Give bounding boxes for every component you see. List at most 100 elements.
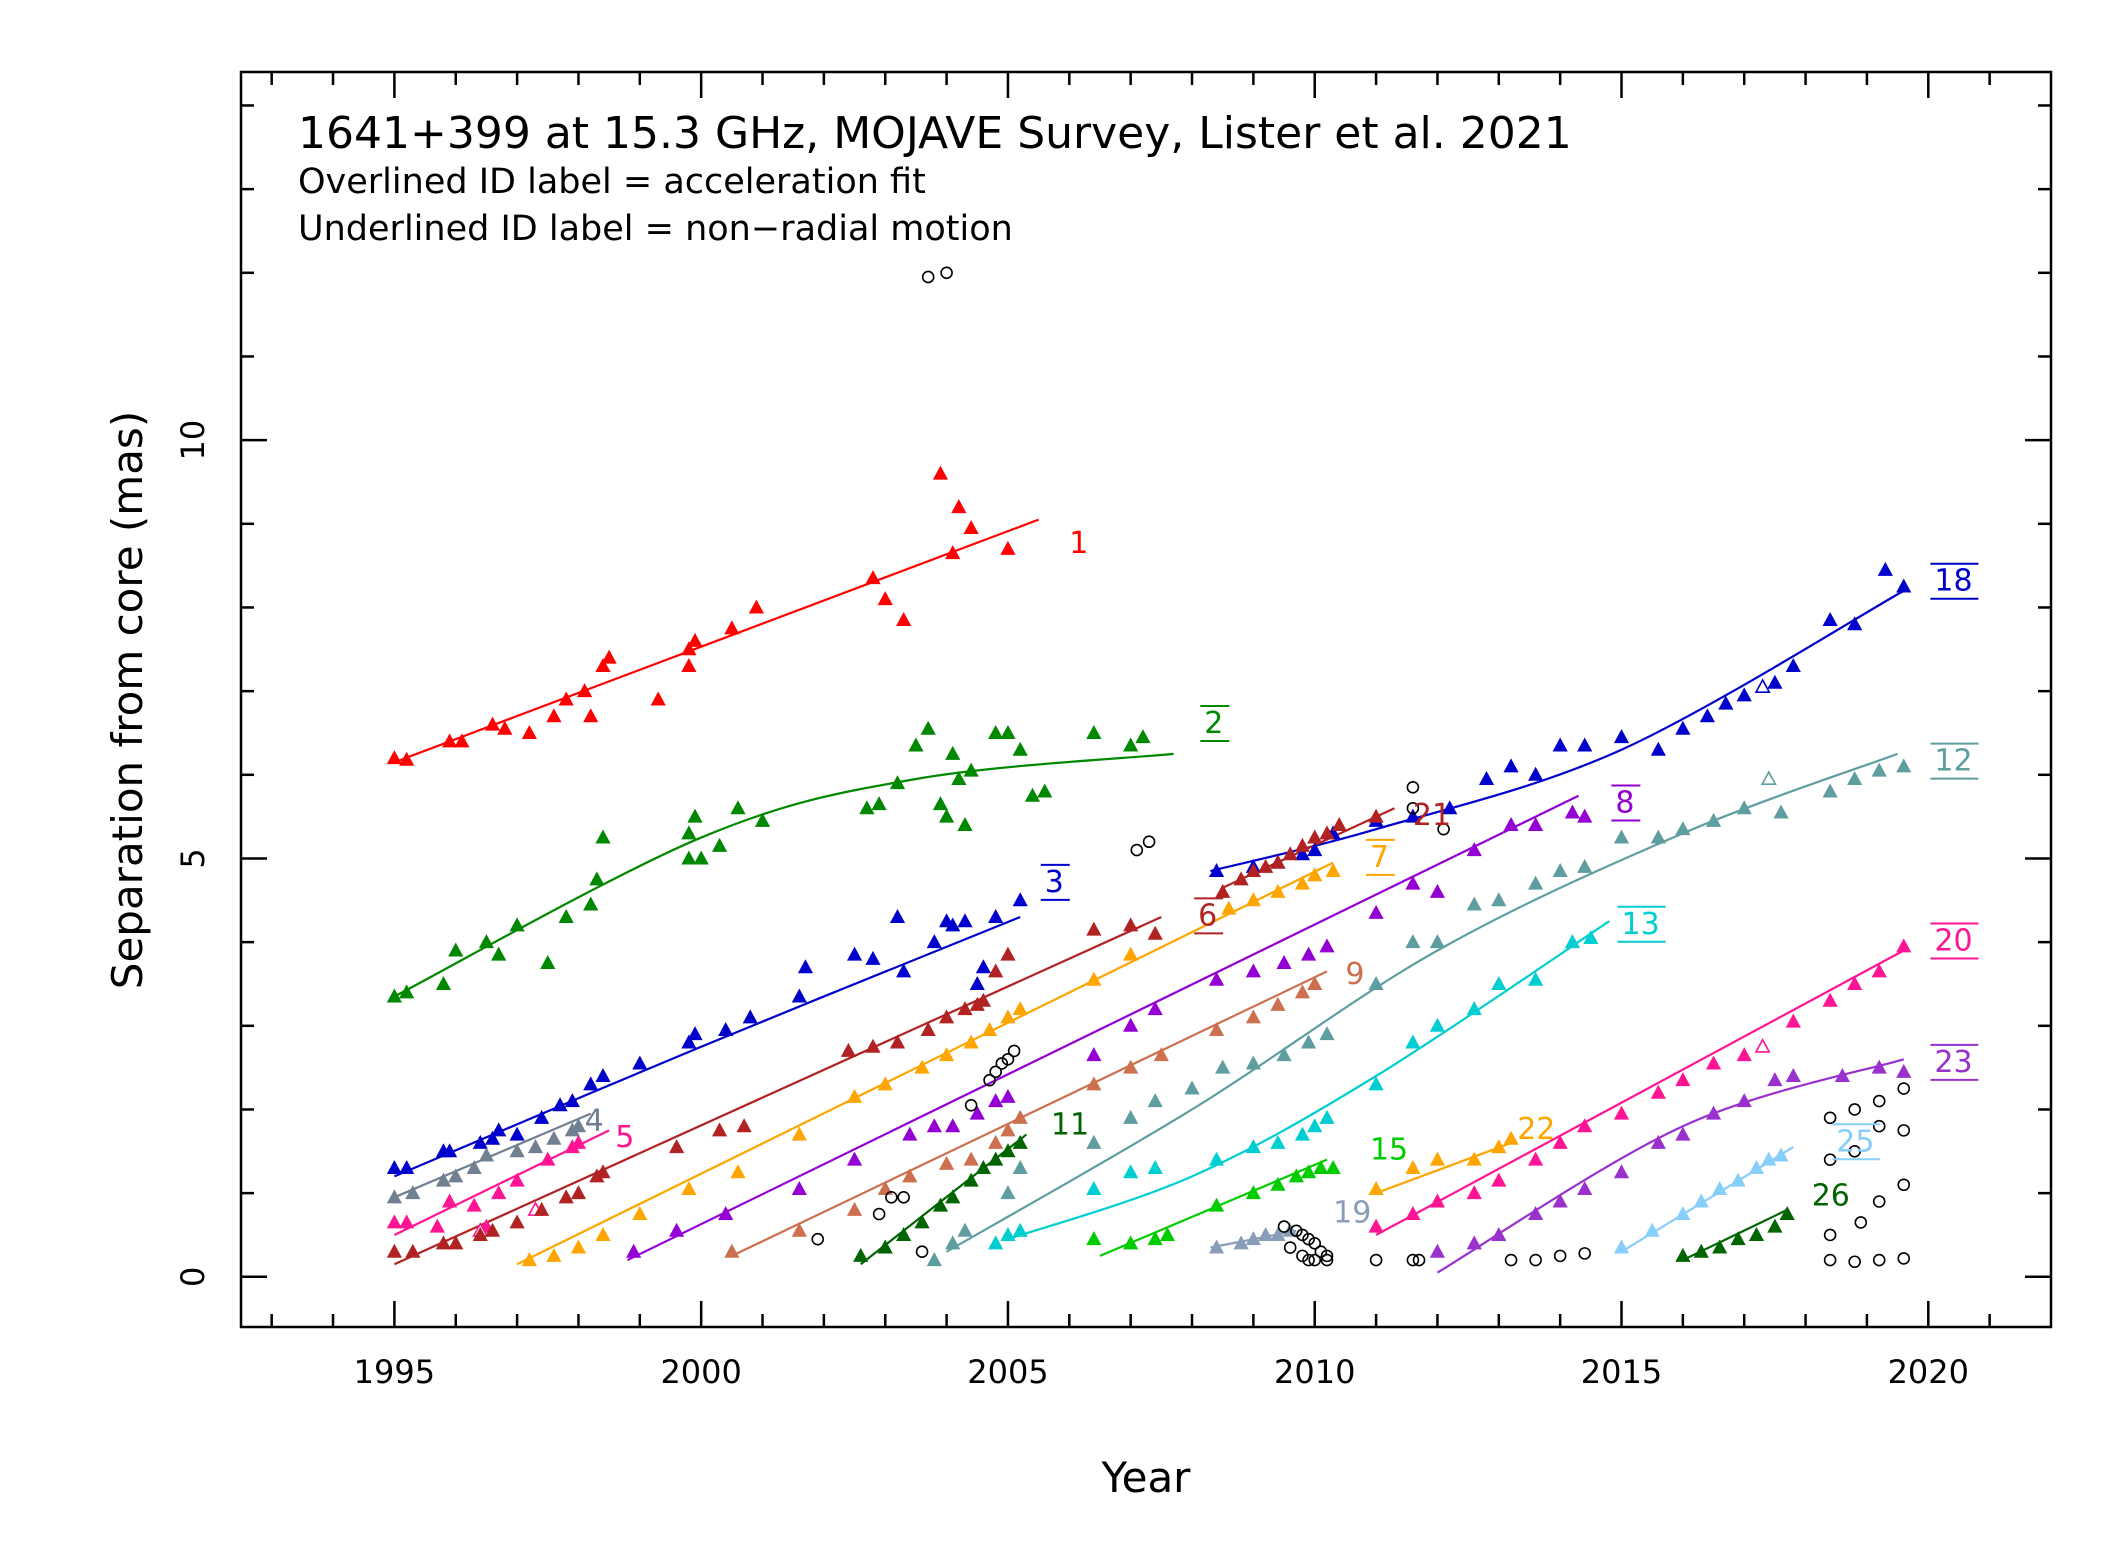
point-1 xyxy=(687,632,703,647)
point-13 xyxy=(1245,1139,1261,1154)
point-23 xyxy=(1896,1063,1912,1078)
point-21 xyxy=(1215,883,1231,898)
point-1 xyxy=(932,465,949,480)
point-20 xyxy=(1705,1055,1722,1070)
fit-line-23 xyxy=(1436,1058,1905,1274)
point-13 xyxy=(1294,1126,1311,1141)
point-22 xyxy=(1405,1160,1421,1175)
point-8 xyxy=(1147,1001,1163,1016)
fit-line-3 xyxy=(393,916,1021,1178)
component-label-21: 21 xyxy=(1413,798,1451,833)
point-20 xyxy=(1785,1013,1801,1028)
chart-subtitle-2: Underlined ID label = non−radial motion xyxy=(298,209,1013,249)
point-7 xyxy=(1012,1001,1028,1016)
fit-line-20 xyxy=(1375,949,1905,1236)
point-5 xyxy=(564,1139,580,1154)
x-tick-label: 1995 xyxy=(354,1353,435,1391)
point-12 xyxy=(1552,863,1568,878)
fit-line-18 xyxy=(1210,589,1905,873)
point-8 xyxy=(1405,875,1421,890)
point-19 xyxy=(1208,1239,1225,1254)
point-6 xyxy=(595,1164,611,1179)
x-tick-label: 2005 xyxy=(967,1353,1048,1391)
unassigned-open-circle xyxy=(921,270,935,284)
x-tick-label: 2010 xyxy=(1274,1353,1355,1391)
point-12 xyxy=(1245,1055,1261,1070)
point-2 xyxy=(859,800,875,815)
point-9 xyxy=(902,1168,918,1183)
point-5 xyxy=(399,1214,415,1229)
point-18 xyxy=(1785,658,1801,673)
unassigned-open-circle xyxy=(1308,1237,1322,1250)
unassigned-open-circle xyxy=(1437,822,1450,836)
point-18 xyxy=(1307,842,1323,857)
point-8 xyxy=(1000,1088,1016,1103)
point-3 xyxy=(957,913,973,928)
point-1 xyxy=(1000,540,1016,555)
point-12 xyxy=(1429,934,1446,949)
point-4 xyxy=(570,1118,587,1133)
point-12 xyxy=(945,1235,961,1250)
point-20 xyxy=(1577,1118,1593,1133)
unassigned-open-circle xyxy=(1897,1124,1911,1137)
point-18 xyxy=(1767,674,1783,689)
point-2 xyxy=(871,796,887,811)
point-6 xyxy=(509,1214,525,1229)
point-13 xyxy=(1208,1151,1225,1166)
point-12 xyxy=(1675,821,1691,836)
point-1 xyxy=(454,733,470,748)
point-23 xyxy=(1466,1235,1482,1250)
unassigned-open-circle xyxy=(1823,1111,1837,1125)
point-1 xyxy=(558,691,574,706)
point-8 xyxy=(1276,955,1292,970)
point-6 xyxy=(969,996,985,1011)
point-2 xyxy=(932,796,949,811)
unassigned-open-circle xyxy=(1848,1103,1861,1116)
unassigned-open-circle xyxy=(1872,1195,1886,1208)
point-8 xyxy=(669,1222,685,1237)
point-2 xyxy=(1123,737,1139,752)
unassigned-open-circle xyxy=(1823,1253,1837,1267)
axis-ticks xyxy=(241,72,2051,1327)
point-1 xyxy=(442,733,458,748)
point-6 xyxy=(957,1001,973,1016)
point-3 xyxy=(442,1143,458,1158)
point-7 xyxy=(1325,863,1341,878)
point-7 xyxy=(1086,971,1102,986)
point-12 xyxy=(1147,1093,1163,1108)
point-2 xyxy=(540,955,556,970)
point-3 xyxy=(386,1160,402,1175)
point-26 xyxy=(1693,1243,1709,1258)
point-18 xyxy=(1675,720,1691,735)
point-2 xyxy=(681,850,697,865)
point-3 xyxy=(846,946,863,961)
point-20 xyxy=(1736,1047,1752,1062)
point-9 xyxy=(1307,975,1323,990)
unassigned-open-circle xyxy=(915,1245,929,1258)
point-6 xyxy=(988,963,1004,978)
point-1 xyxy=(576,683,593,698)
point-7 xyxy=(1000,1009,1016,1024)
point-3 xyxy=(534,1109,550,1124)
point-26 xyxy=(1675,1247,1691,1262)
point-6 xyxy=(1000,946,1016,961)
point-8 xyxy=(1466,842,1482,857)
point-9 xyxy=(877,1180,893,1195)
point-2 xyxy=(711,837,728,852)
point-6 xyxy=(484,1222,501,1237)
point-7 xyxy=(730,1164,746,1179)
point-2 xyxy=(1012,741,1028,756)
point-2 xyxy=(908,737,924,752)
point-1 xyxy=(497,720,513,735)
point-4 xyxy=(405,1185,421,1200)
point-4 xyxy=(466,1160,482,1175)
component-label-6: 6 xyxy=(1198,898,1217,933)
component-label-12: 12 xyxy=(1934,744,1972,779)
point-6 xyxy=(920,1021,936,1036)
component-label-1: 1 xyxy=(1069,526,1088,561)
point-12 xyxy=(1822,783,1838,798)
fit-line-1 xyxy=(394,518,1040,764)
point-7 xyxy=(570,1239,587,1254)
